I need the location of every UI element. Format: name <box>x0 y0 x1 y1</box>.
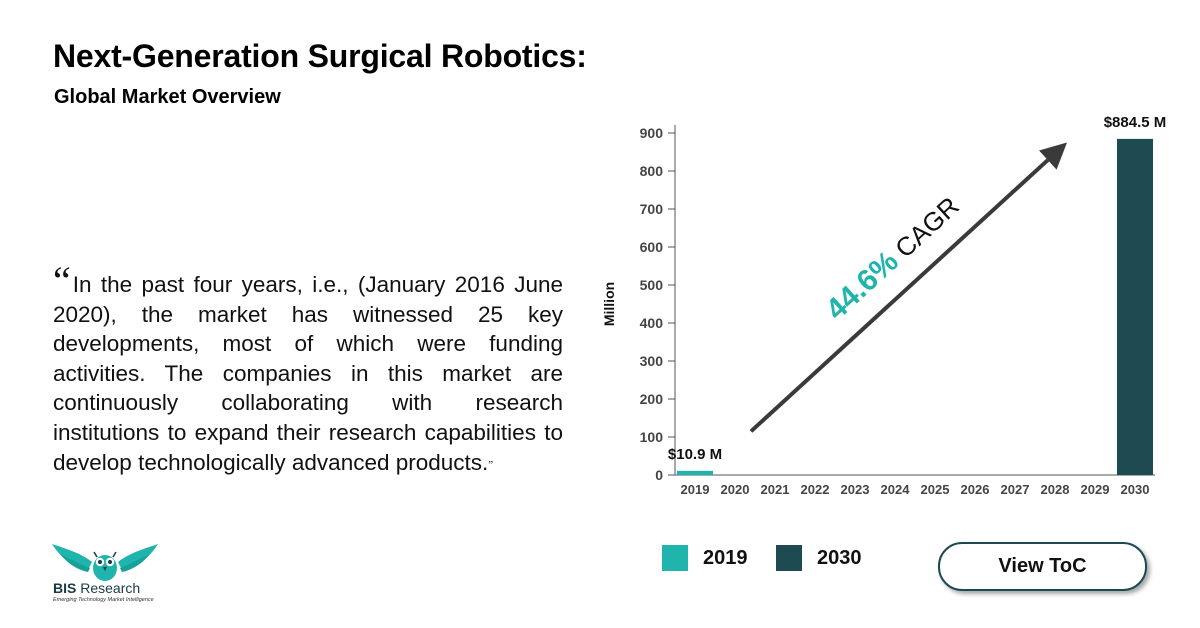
cagr-label: CAGR <box>884 191 965 269</box>
quote-open-mark: “ <box>53 258 71 303</box>
logo-tagline: Emerging Technology Market Intelligence <box>53 597 154 603</box>
quote-close-mark: ” <box>488 458 494 471</box>
view-toc-button[interactable]: View ToC <box>938 542 1147 591</box>
quote-text: In the past four years, i.e., (January 2… <box>53 272 563 475</box>
x-tick-label: 2030 <box>1121 482 1150 497</box>
y-axis-label: Million <box>601 282 617 326</box>
cagr-arrow-line <box>749 158 1050 433</box>
legend-label-2019: 2019 <box>703 546 748 569</box>
y-tick-label: 700 <box>640 201 664 217</box>
legend-swatch-2030 <box>776 545 802 571</box>
legend-item-2030: 2030 <box>776 545 862 571</box>
page-title: Next-Generation Surgical Robotics: <box>53 38 587 74</box>
x-tick-label: 2020 <box>721 482 750 497</box>
y-tick-label: 900 <box>640 125 664 141</box>
x-tick-label: 2025 <box>921 482 950 497</box>
legend-label-2030: 2030 <box>817 546 862 569</box>
legend-swatch-2019 <box>662 545 688 571</box>
legend-item-2019: 2019 <box>662 545 748 571</box>
page-subtitle: Global Market Overview <box>54 86 281 108</box>
y-tick-label: 300 <box>640 353 664 369</box>
x-tick-label: 2026 <box>961 482 990 497</box>
bar-2019 <box>677 470 713 475</box>
y-tick-label: 800 <box>640 163 664 179</box>
market-bar-chart: 0 100 200 300 400 500 600 700 800 900 Million 2019 2… <box>601 114 1167 497</box>
x-tick-label: 2024 <box>881 482 911 497</box>
data-label: $884.5 M <box>1104 114 1167 131</box>
x-tick-label: 2027 <box>1001 482 1030 497</box>
y-tick-label: 400 <box>640 315 664 331</box>
cagr-value: 44.6% <box>820 245 905 327</box>
y-tick-label: 600 <box>640 239 664 255</box>
x-tick-label: 2023 <box>841 482 870 497</box>
x-tick-label: 2019 <box>681 482 710 497</box>
bar-2030 <box>1117 138 1153 475</box>
x-tick-label: 2028 <box>1041 482 1070 497</box>
y-tick-label: 500 <box>640 277 664 293</box>
y-tick-label: 200 <box>640 391 664 407</box>
y-tick-label: 0 <box>655 467 663 483</box>
owl-logo-icon <box>52 544 158 581</box>
data-label: $10.9 M <box>668 446 722 463</box>
x-tick-label: 2029 <box>1081 482 1110 497</box>
quote-block: “In the past four years, i.e., (January … <box>53 261 563 480</box>
x-tick-label: 2021 <box>761 482 790 497</box>
y-tick-label: 100 <box>640 429 664 445</box>
cagr-arrow-head <box>1039 142 1067 170</box>
logo-wordmark: BIS Research <box>53 580 141 596</box>
x-tick-label: 2022 <box>801 482 830 497</box>
